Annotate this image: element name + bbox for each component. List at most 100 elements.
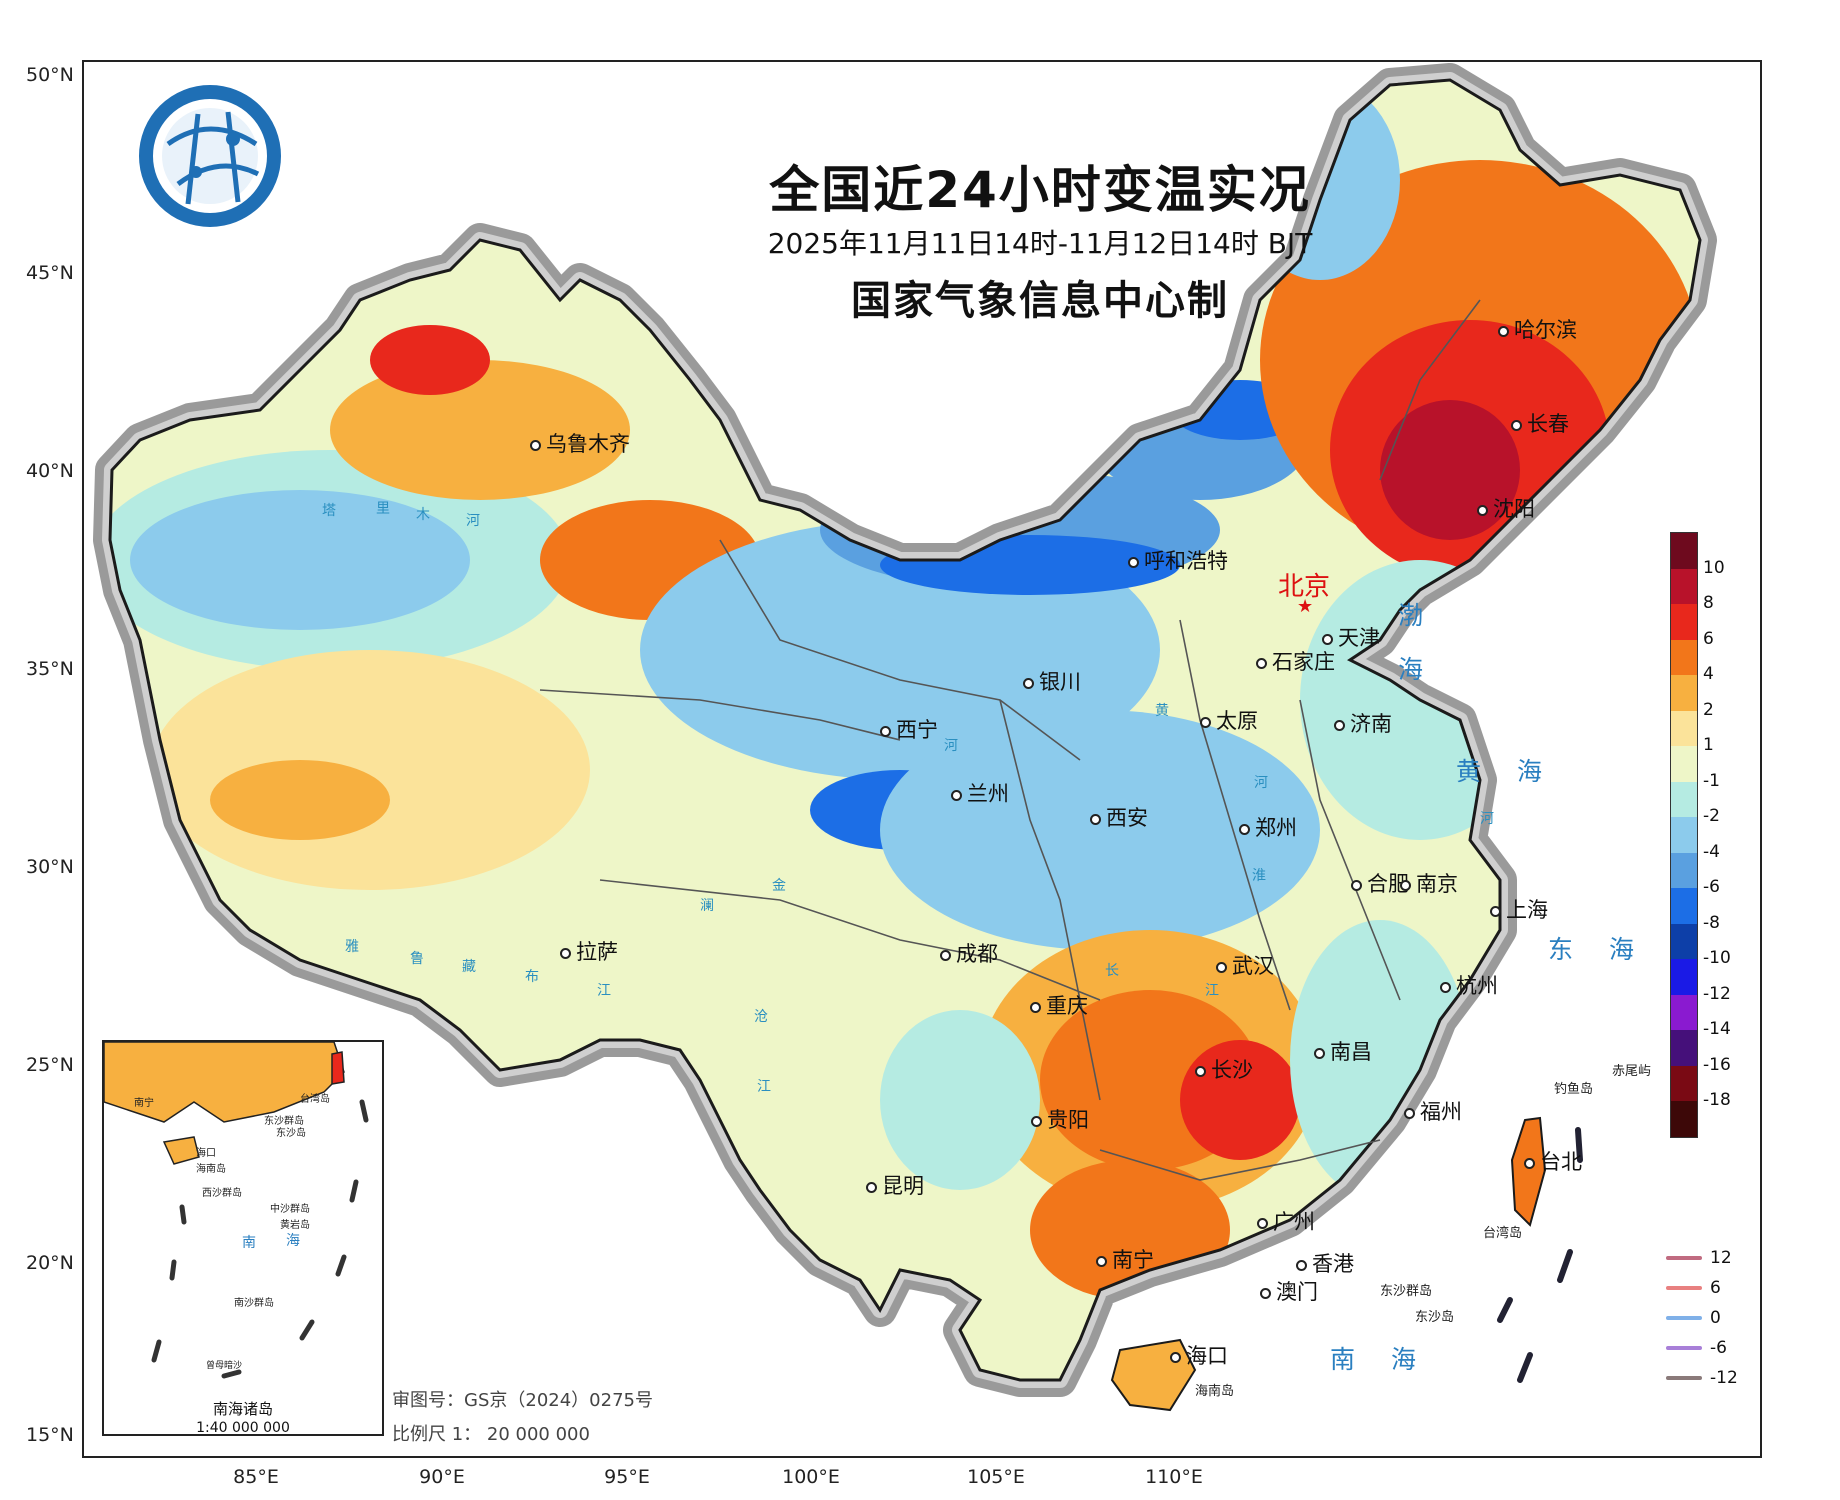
lon-tick: 105°E bbox=[967, 1466, 1025, 1488]
contour-label: 12 bbox=[1710, 1248, 1732, 1268]
legend-label: 10 bbox=[1703, 557, 1725, 578]
legend-label: -16 bbox=[1703, 1054, 1731, 1075]
river-label: 河 bbox=[1254, 775, 1268, 791]
inset-map bbox=[104, 1042, 369, 1379]
legend-color-swatch bbox=[1671, 604, 1697, 640]
lon-tick: 90°E bbox=[419, 1466, 465, 1488]
river-label: 江 bbox=[757, 1079, 771, 1095]
city-label: 广州 bbox=[1257, 1206, 1315, 1236]
city-label: 昆明 bbox=[866, 1170, 924, 1200]
legend-label: 2 bbox=[1703, 699, 1714, 720]
inset-label: 南 bbox=[242, 1235, 256, 1251]
city-label: 台北 bbox=[1524, 1146, 1582, 1176]
contour-label: -6 bbox=[1710, 1338, 1727, 1358]
lon-tick: 95°E bbox=[604, 1466, 650, 1488]
river-label: 藏 bbox=[462, 959, 476, 975]
lon-tick: 110°E bbox=[1145, 1466, 1203, 1488]
inset-label: 黄岩岛 bbox=[280, 1220, 310, 1231]
legend-label: -12 bbox=[1703, 983, 1731, 1004]
legend-label: -18 bbox=[1703, 1090, 1731, 1111]
inset-scale: 1:40 000 000 bbox=[196, 1420, 290, 1436]
legend-color-swatch bbox=[1671, 888, 1697, 924]
city-label: 天津 bbox=[1322, 622, 1380, 652]
city-label: 贵阳 bbox=[1031, 1104, 1089, 1134]
river-label: 黄 bbox=[1155, 703, 1169, 719]
city-label: 石家庄 bbox=[1256, 646, 1335, 676]
river-label: 金 bbox=[772, 878, 786, 894]
city-label: 呼和浩特 bbox=[1128, 545, 1228, 575]
inset-label: 西沙群岛 bbox=[202, 1188, 242, 1199]
legend-color-swatch bbox=[1671, 533, 1697, 569]
river-label: 雅 bbox=[345, 939, 359, 955]
lon-tick: 85°E bbox=[233, 1466, 279, 1488]
inset-label: 台湾岛 bbox=[300, 1094, 330, 1105]
capital-label: 北京 bbox=[1278, 572, 1331, 602]
legend-label: -14 bbox=[1703, 1019, 1731, 1040]
legend-color-swatch bbox=[1671, 675, 1697, 711]
contour-line-swatch bbox=[1666, 1256, 1702, 1260]
river-label: 江 bbox=[597, 983, 611, 999]
legend-label: -2 bbox=[1703, 806, 1720, 827]
sea-label: 南 海 bbox=[1330, 1345, 1430, 1374]
legend-color-swatch bbox=[1671, 746, 1697, 782]
legend-label: 4 bbox=[1703, 664, 1714, 685]
legend-color-swatch bbox=[1671, 994, 1697, 1031]
lat-tick: 40°N bbox=[26, 460, 74, 482]
legend-color-swatch bbox=[1671, 781, 1697, 818]
city-label: 郑州 bbox=[1239, 812, 1297, 842]
river-label: 布 bbox=[525, 969, 539, 985]
river-label: 鲁 bbox=[410, 951, 424, 967]
city-label: 济南 bbox=[1334, 708, 1392, 738]
color-legend bbox=[1670, 532, 1698, 1138]
legend-color-swatch bbox=[1671, 568, 1697, 605]
legend-label: 6 bbox=[1703, 628, 1714, 649]
city-label: 海口 bbox=[1170, 1340, 1228, 1370]
legend-color-swatch bbox=[1671, 1065, 1697, 1102]
river-label: 淮 bbox=[1252, 868, 1266, 884]
river-label: 河 bbox=[1480, 811, 1494, 827]
contour-label: -12 bbox=[1710, 1368, 1738, 1388]
river-label: 木 bbox=[416, 507, 430, 523]
review-number: 审图号：GS京（2024）0275号 bbox=[392, 1390, 653, 1411]
lat-tick: 20°N bbox=[26, 1252, 74, 1274]
river-label: 河 bbox=[466, 513, 480, 529]
river-label: 澜 bbox=[700, 898, 714, 914]
logo-icon bbox=[139, 85, 281, 227]
city-label: 乌鲁木齐 bbox=[530, 428, 630, 458]
city-label: 银川 bbox=[1023, 666, 1081, 696]
capital-star-icon: ★ bbox=[1297, 596, 1314, 617]
legend-label: -6 bbox=[1703, 877, 1720, 898]
inset-label: 南沙群岛 bbox=[234, 1298, 274, 1309]
legend-color-swatch bbox=[1671, 710, 1697, 747]
inset-label: 中沙群岛 bbox=[270, 1204, 310, 1215]
city-label: 南宁 bbox=[1096, 1244, 1154, 1274]
legend-label: -1 bbox=[1703, 770, 1720, 791]
sea-label: 东 海 bbox=[1548, 935, 1648, 964]
legend-color-swatch bbox=[1671, 817, 1697, 853]
legend-label: -4 bbox=[1703, 841, 1720, 862]
contour-label: 0 bbox=[1710, 1308, 1721, 1328]
city-label: 杭州 bbox=[1440, 970, 1498, 1000]
inset-label: 海 bbox=[286, 1233, 300, 1249]
inset-label: 东沙群岛 bbox=[264, 1116, 304, 1127]
legend-color-swatch bbox=[1671, 1030, 1697, 1066]
city-label: 沈阳 bbox=[1477, 493, 1535, 523]
city-label: 南京 bbox=[1400, 868, 1458, 898]
contour-label: 6 bbox=[1710, 1278, 1721, 1298]
legend-color-swatch bbox=[1671, 852, 1697, 889]
city-label: 成都 bbox=[940, 938, 998, 968]
legend-label: 8 bbox=[1703, 593, 1714, 614]
inset-label: 曾母暗沙 bbox=[206, 1361, 243, 1371]
legend-label: -8 bbox=[1703, 912, 1720, 933]
inset-label: 海南岛 bbox=[196, 1164, 226, 1175]
south-china-sea-inset: 南宁 台湾岛 东沙群岛 海口 海南岛 东沙岛 西沙群岛 中沙群岛 黄岩岛 南 海… bbox=[102, 1040, 384, 1436]
legend-label: -10 bbox=[1703, 948, 1731, 969]
legend-color-swatch bbox=[1671, 959, 1697, 995]
legend-color-swatch bbox=[1671, 923, 1697, 960]
city-label: 拉萨 bbox=[560, 936, 618, 966]
city-label: 兰州 bbox=[951, 778, 1009, 808]
city-label: 长春 bbox=[1511, 408, 1569, 438]
island-label: 东沙岛 bbox=[1415, 1310, 1455, 1325]
lat-tick: 45°N bbox=[26, 262, 74, 284]
inset-label: 东沙岛 bbox=[276, 1128, 306, 1139]
